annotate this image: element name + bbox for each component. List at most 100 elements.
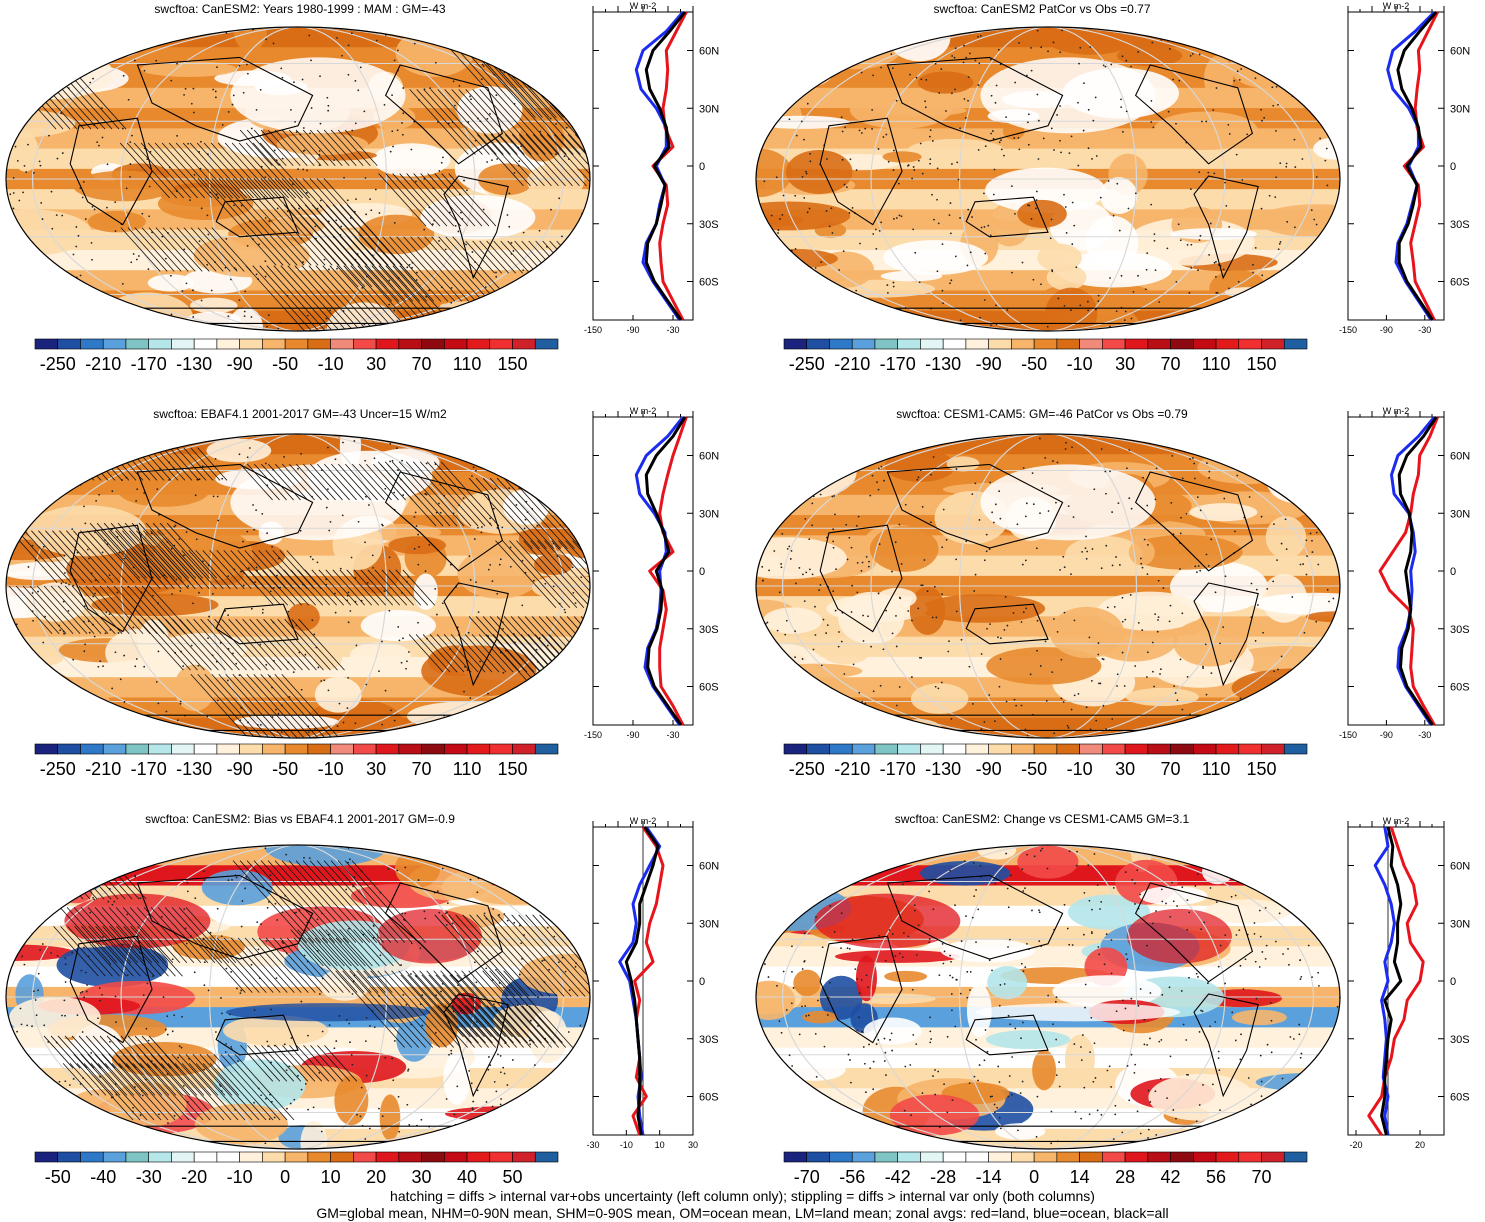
colorbar-swatch [1079, 338, 1103, 350]
colorbar-swatch [34, 743, 59, 755]
colorbar-swatch [1147, 338, 1171, 350]
colorbar-tick-label: -42 [885, 1167, 911, 1187]
colorbar-swatch [1283, 1151, 1308, 1163]
zonal-lat-label: 60N [1450, 451, 1470, 463]
colorbar-swatch [942, 743, 967, 755]
colorbar-swatch [125, 743, 149, 755]
colorbar-tick-label: 150 [497, 759, 527, 779]
zonal-lat-label: 30S [1450, 1034, 1470, 1046]
zonal-lat-label: 30N [699, 103, 719, 115]
colorbar-swatch [1056, 338, 1080, 350]
colorbar-swatch [1102, 1151, 1126, 1163]
colorbar-tick-label: -90 [227, 354, 253, 374]
colorbar-swatch [897, 338, 921, 350]
zonal-ocean-line [634, 11, 685, 321]
colorbar-swatch [466, 338, 491, 350]
colorbar-swatch [942, 338, 967, 350]
colorbar-tick-label: -10 [1067, 354, 1093, 374]
zonal-value-label: 30 [688, 1140, 698, 1150]
colorbar-tick-label: 30 [366, 354, 386, 374]
zonal-all-line [1396, 11, 1438, 321]
colorbar-swatch [1193, 1151, 1217, 1163]
zonal-value-label: -150 [1339, 325, 1357, 335]
colorbar-swatch [829, 743, 853, 755]
zonal-value-label: -90 [1380, 730, 1393, 740]
colorbar-swatch [148, 1151, 172, 1163]
panel-title: swcftoa: CanESM2: Bias vs EBAF4.1 2001-2… [145, 812, 455, 826]
colorbar-tick-label: -10 [318, 759, 344, 779]
zonal-land-line [1367, 826, 1425, 1136]
colorbar-tick-label: 150 [1246, 354, 1276, 374]
colorbar-swatch [1193, 743, 1217, 755]
colorbar-tick-label: -250 [789, 759, 825, 779]
colorbar-tick-label: -30 [136, 1167, 162, 1187]
colorbar: -250 -210 -170 -130 -90 -50 -10 30 70 110 150 [34, 743, 559, 779]
colorbar-swatch [534, 743, 559, 755]
colorbar-swatch [1079, 743, 1103, 755]
panel-title: swcftoa: CESM1-CAM5: GM=-46 PatCor vs Ob… [896, 407, 1188, 421]
colorbar-tick-label: 30 [412, 1167, 432, 1187]
colorbar-swatch [262, 743, 286, 755]
colorbar-tick-label: -170 [880, 759, 916, 779]
colorbar-tick-label: -130 [176, 759, 212, 779]
footnote-line-1: hatching = diffs > internal var+obs unce… [390, 1188, 1095, 1204]
colorbar-tick-label: -50 [272, 759, 298, 779]
zonal-all-line [1380, 826, 1403, 1136]
colorbar-swatch [80, 338, 104, 350]
colorbar-tick-label: -50 [272, 354, 298, 374]
zonal-lat-label: 30S [699, 624, 719, 636]
colorbar-swatch [920, 1151, 944, 1163]
zonal-lat-label: 0 [1450, 566, 1456, 578]
colorbar-swatch [1170, 338, 1194, 350]
colorbar-swatch [1283, 743, 1308, 755]
colorbar-swatch [171, 1151, 195, 1163]
colorbar-swatch [874, 743, 898, 755]
colorbar-swatch [307, 743, 331, 755]
colorbar-swatch [534, 1151, 559, 1163]
colorbar-tick-label: -20 [181, 1167, 207, 1187]
zonal-value-label: -20 [1349, 1140, 1362, 1150]
colorbar: -250 -210 -170 -130 -90 -50 -10 30 70 110 150 [783, 338, 1308, 374]
colorbar-swatch [444, 338, 468, 350]
colorbar-tick-label: -250 [40, 759, 76, 779]
colorbar-swatch [534, 338, 559, 350]
colorbar-tick-label: 70 [412, 759, 432, 779]
colorbar-swatch [1056, 743, 1080, 755]
colorbar-swatch [920, 338, 944, 350]
zonal-lat-label: 30N [699, 508, 719, 520]
colorbar-swatch [398, 743, 422, 755]
colorbar-swatch [466, 743, 491, 755]
colorbar-swatch [216, 743, 240, 755]
colorbar-swatch [1170, 743, 1194, 755]
zonal-lat-label: 30N [699, 918, 719, 930]
colorbar-swatch [1033, 338, 1058, 350]
panel-change: swcftoa: CanESM2: Change vs CESM1-CAM5 G… [742, 810, 1485, 1190]
colorbar-swatch [1033, 1151, 1058, 1163]
zonal-land-line [1378, 416, 1439, 726]
zonal-lat-label: 60N [699, 451, 719, 463]
colorbar-swatch [193, 1151, 218, 1163]
zonal-lat-label: 30S [1450, 219, 1470, 231]
colorbar-tick-label: -130 [176, 354, 212, 374]
zonal-land-line [1402, 11, 1439, 321]
zonal-ocean-line [1390, 416, 1436, 726]
colorbar-swatch [489, 1151, 513, 1163]
colorbar-tick-label: -130 [925, 759, 961, 779]
zonal-value-label: 20 [1415, 1140, 1425, 1150]
colorbar-swatch [1102, 743, 1126, 755]
colorbar-swatch [1193, 338, 1217, 350]
colorbar-swatch [512, 743, 536, 755]
colorbar-swatch [829, 338, 853, 350]
zonal-value-label: 10 [655, 1140, 665, 1150]
colorbar-swatch [330, 1151, 354, 1163]
zonal-value-label: -150 [584, 730, 602, 740]
colorbar-swatch [1215, 338, 1240, 350]
zonal-lat-label: 30S [699, 1034, 719, 1046]
colorbar-tick-label: 20 [366, 1167, 386, 1187]
colorbar-swatch [783, 743, 808, 755]
zonal-land-line [651, 11, 688, 321]
